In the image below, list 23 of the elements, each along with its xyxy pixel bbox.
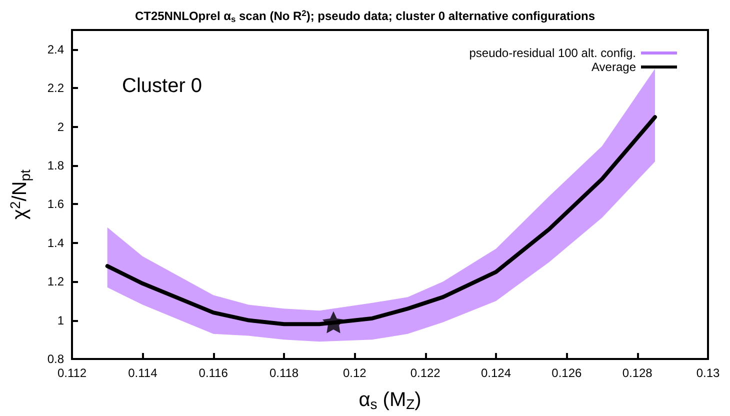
y-tick-label: 1.2 [47,274,64,289]
x-tick-label: 0.124 [480,366,512,380]
x-tick-label: 0.116 [198,366,228,380]
y-tick-label: 2.4 [47,42,64,56]
y-tick-label: 2 [57,120,64,134]
y-axis-title: χ2/Npt [7,169,33,220]
legend-label: pseudo-residual 100 alt. config. [469,46,636,60]
x-tick-label: 0.112 [57,366,87,380]
x-tick-label: 0.118 [269,366,299,380]
y-tick-label: 1.4 [47,236,64,250]
y-tick-label: 1.6 [47,197,64,212]
annotation: Cluster 0 [122,75,202,97]
x-tick-label: 0.128 [622,366,653,380]
x-tick-label: 0.114 [128,366,158,380]
x-tick-label: 0.13 [696,366,720,380]
y-tick-label: 2.2 [47,81,64,96]
x-tick-label: 0.12 [342,366,367,380]
y-tick-label: 0.8 [47,352,64,366]
x-tick-label: 0.126 [552,366,582,380]
x-tick-label: 0.122 [410,366,441,380]
y-tick-label: 1 [57,313,64,328]
y-tick-label: 1.8 [47,158,64,172]
legend-label: Average [592,60,636,74]
